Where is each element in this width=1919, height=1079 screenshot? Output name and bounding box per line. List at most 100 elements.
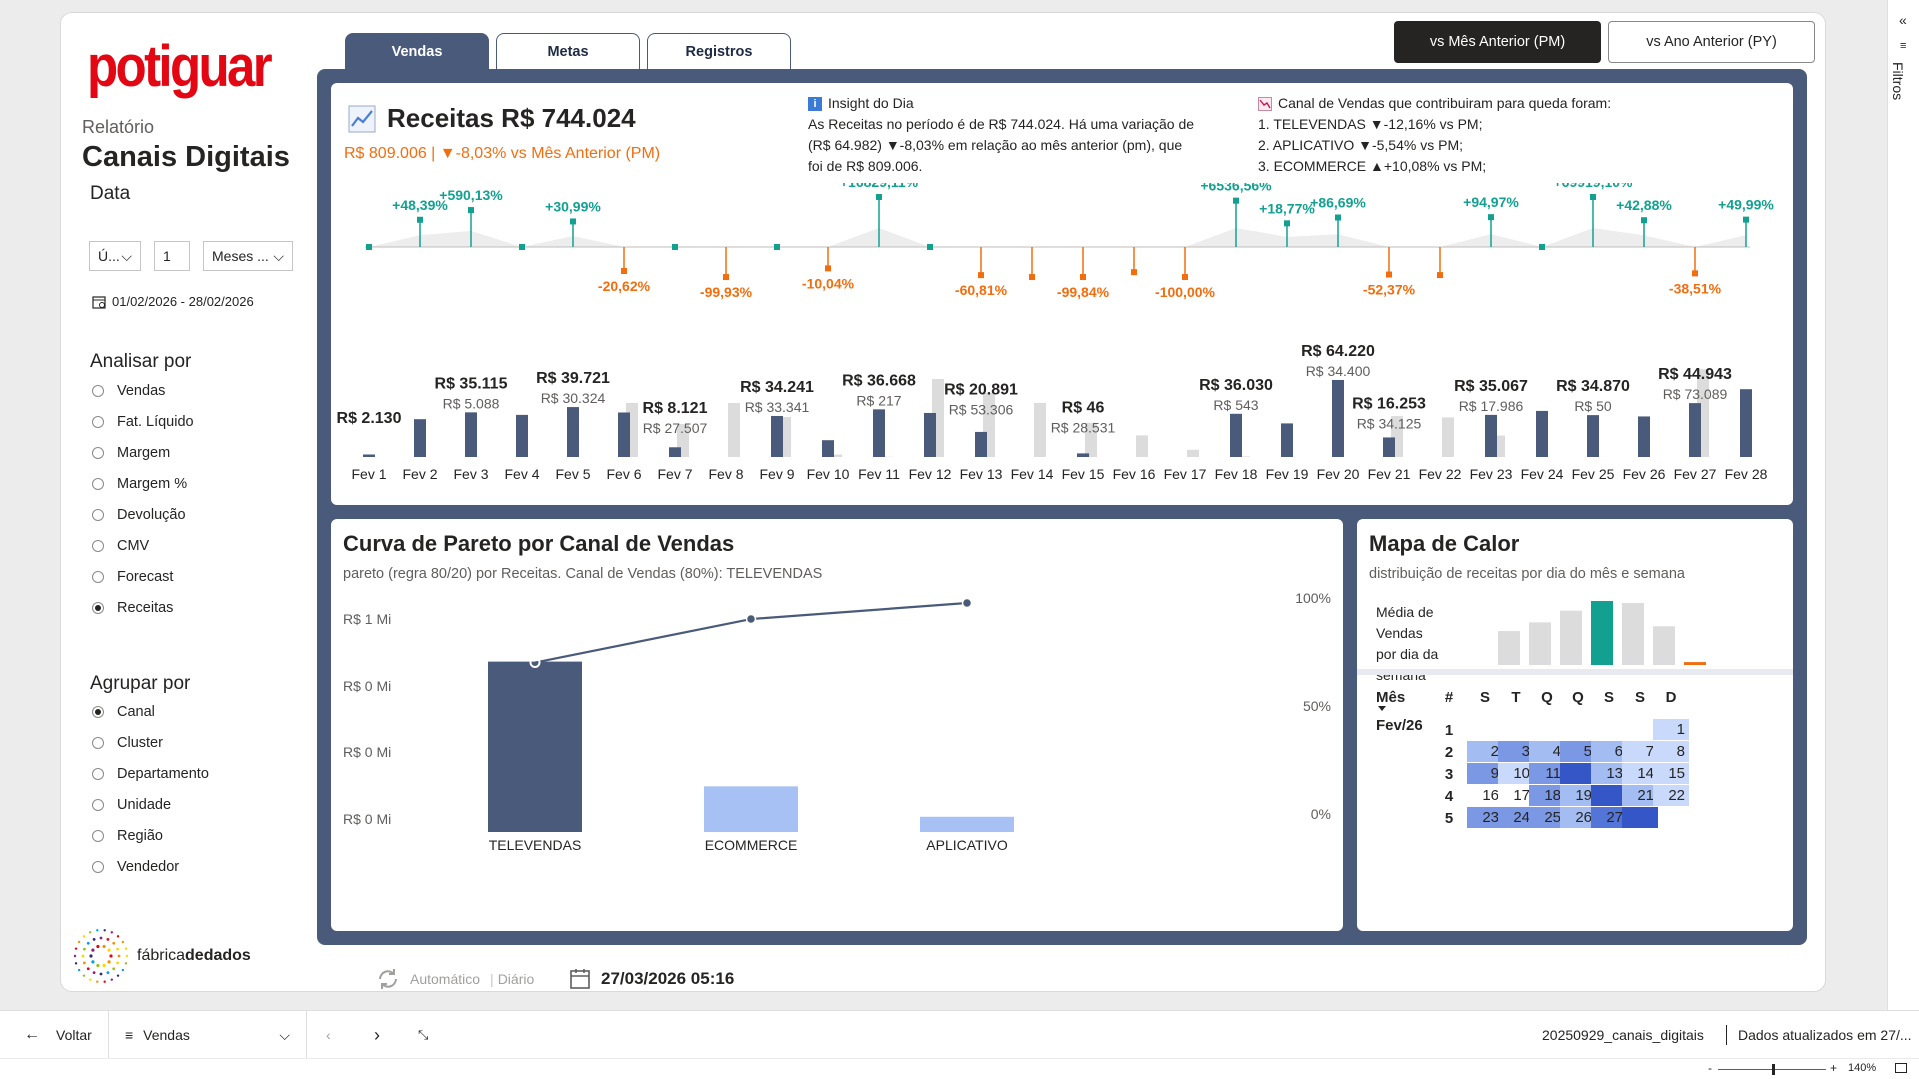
heatmap-cell[interactable]: 8 bbox=[1653, 741, 1689, 762]
fit-page-icon[interactable] bbox=[1895, 1063, 1907, 1073]
pareto-card: Curva de Pareto por Canal de Vendas pare… bbox=[331, 519, 1343, 931]
collapse-icon[interactable]: « bbox=[1899, 12, 1907, 28]
current-value-label: R$ 46 bbox=[1062, 399, 1105, 416]
heatmap-cell[interactable]: 24 bbox=[1498, 807, 1534, 828]
analyze-option[interactable]: Devolução bbox=[92, 507, 186, 523]
radio-button[interactable] bbox=[92, 799, 104, 811]
brand-dot bbox=[103, 929, 106, 932]
prev-page-button[interactable]: ‹ bbox=[326, 1011, 331, 1059]
report-label: Relatório bbox=[82, 117, 155, 137]
radio-button[interactable] bbox=[92, 706, 104, 718]
analyze-option[interactable]: Margem bbox=[92, 445, 170, 461]
heatmap-cell[interactable]: 11 bbox=[1529, 763, 1565, 784]
heatmap-cell[interactable]: 19 bbox=[1560, 785, 1596, 806]
refresh-icon[interactable] bbox=[376, 967, 400, 991]
radio-button[interactable] bbox=[92, 509, 104, 521]
date-n-value: 1 bbox=[163, 248, 171, 264]
heatmap-cell[interactable]: 16 bbox=[1467, 785, 1503, 806]
zoom-plus[interactable]: + bbox=[1830, 1061, 1838, 1075]
previous-value-label: R$ 17.986 bbox=[1459, 398, 1524, 414]
tab-vendas[interactable]: Vendas bbox=[345, 33, 489, 70]
variance-marker bbox=[723, 274, 729, 281]
day-tick-label: Fev 27 bbox=[1674, 466, 1717, 482]
date-unit-dropdown[interactable]: Meses ... ⌵ bbox=[203, 241, 293, 271]
date-mode-dropdown[interactable]: Ú... ⌵ bbox=[89, 241, 141, 271]
brand-dot bbox=[116, 961, 120, 965]
chevron-down-icon: ⌵ bbox=[279, 1026, 290, 1043]
heatmap-cell[interactable]: 2 bbox=[1467, 741, 1503, 762]
heatmap-cell[interactable]: 3 bbox=[1498, 741, 1534, 762]
brand-dot bbox=[77, 968, 81, 972]
heatmap-cell[interactable]: 6 bbox=[1591, 741, 1627, 762]
radio-button[interactable] bbox=[92, 478, 104, 490]
pareto-y2-tick: 0% bbox=[1311, 806, 1331, 822]
brand-dot bbox=[88, 978, 92, 981]
radio-button[interactable] bbox=[92, 416, 104, 428]
heatmap-cell[interactable]: 5 bbox=[1560, 741, 1596, 762]
analyze-title: Analisar por bbox=[90, 351, 192, 372]
current-bar bbox=[1230, 413, 1242, 457]
variance-label: -20,62% bbox=[598, 278, 651, 294]
heatmap-cell[interactable]: 14 bbox=[1622, 763, 1658, 784]
heatmap-cell[interactable]: 18 bbox=[1529, 785, 1565, 806]
zoom-minus[interactable]: - bbox=[1708, 1061, 1712, 1075]
page-selector[interactable]: ≡ Vendas ⌵ bbox=[125, 1011, 290, 1059]
zoom-thumb[interactable] bbox=[1772, 1064, 1775, 1075]
back-button[interactable]: ← Voltar bbox=[24, 1011, 92, 1059]
group-option[interactable]: Vendedor bbox=[92, 859, 179, 875]
date-n-input[interactable]: 1 bbox=[154, 241, 190, 271]
tab-registros[interactable]: Registros bbox=[647, 33, 791, 70]
radio-button[interactable] bbox=[92, 861, 104, 873]
radio-button[interactable] bbox=[92, 768, 104, 780]
heatmap-cell[interactable]: 13 bbox=[1591, 763, 1627, 784]
group-option[interactable]: Unidade bbox=[92, 797, 171, 813]
analyze-option[interactable]: Margem % bbox=[92, 476, 187, 492]
group-option[interactable]: Cluster bbox=[92, 735, 163, 751]
radio-button[interactable] bbox=[92, 602, 104, 614]
group-option[interactable]: Departamento bbox=[92, 766, 209, 782]
filters-label[interactable]: Filtros bbox=[1890, 62, 1906, 101]
heatmap-cell[interactable]: 17 bbox=[1498, 785, 1534, 806]
compare-pm-button[interactable]: vs Mês Anterior (PM) bbox=[1394, 21, 1601, 63]
radio-button[interactable] bbox=[92, 447, 104, 459]
analyze-option[interactable]: Receitas bbox=[92, 600, 173, 616]
heatmap-weekday-header: Q bbox=[1541, 689, 1553, 706]
tab-metas[interactable]: Metas bbox=[496, 33, 640, 70]
brand-dot bbox=[91, 948, 95, 952]
compare-py-button[interactable]: vs Ano Anterior (PY) bbox=[1608, 21, 1815, 63]
radio-button[interactable] bbox=[92, 571, 104, 583]
radio-button[interactable] bbox=[92, 830, 104, 842]
heatmap-cell[interactable]: 12 bbox=[1560, 763, 1596, 784]
radio-button[interactable] bbox=[92, 737, 104, 749]
current-value-label: R$ 36.668 bbox=[842, 372, 916, 389]
next-page-button[interactable]: › bbox=[374, 1011, 380, 1059]
heatmap-cell[interactable]: 28 bbox=[1622, 807, 1658, 828]
heatmap-cell[interactable]: 27 bbox=[1591, 807, 1627, 828]
analyze-option[interactable]: Forecast bbox=[92, 569, 173, 585]
fullscreen-button[interactable]: ⤡ bbox=[418, 1011, 428, 1059]
chevron-down-icon: ⌵ bbox=[273, 247, 284, 264]
heatmap-cell[interactable]: 15 bbox=[1653, 763, 1689, 784]
heatmap-cell[interactable]: 20 bbox=[1591, 785, 1627, 806]
heatmap-cell[interactable]: 22 bbox=[1653, 785, 1689, 806]
group-option[interactable]: Canal bbox=[92, 704, 155, 720]
heatmap-cell[interactable]: 10 bbox=[1498, 763, 1534, 784]
analyze-option[interactable]: CMV bbox=[92, 538, 149, 554]
heatmap-cell[interactable]: 26 bbox=[1560, 807, 1596, 828]
heatmap-cell[interactable]: 7 bbox=[1622, 741, 1658, 762]
heatmap-cell[interactable]: 1 bbox=[1653, 719, 1689, 740]
heatmap-cell[interactable]: 4 bbox=[1529, 741, 1565, 762]
heatmap-cell[interactable]: 23 bbox=[1467, 807, 1503, 828]
heatmap-cell[interactable]: 9 bbox=[1467, 763, 1503, 784]
radio-button[interactable] bbox=[92, 540, 104, 552]
variance-marker bbox=[1386, 271, 1392, 278]
group-option[interactable]: Região bbox=[92, 828, 163, 844]
variance-label: +42,88% bbox=[1616, 197, 1672, 213]
last-update: 27/03/2026 05:16 bbox=[569, 968, 734, 990]
analyze-option[interactable]: Vendas bbox=[92, 383, 165, 399]
radio-button[interactable] bbox=[92, 385, 104, 397]
heatmap-cell[interactable]: 25 bbox=[1529, 807, 1565, 828]
filters-pane[interactable]: « ≡ Filtros bbox=[1887, 0, 1919, 1010]
analyze-option[interactable]: Fat. Líquido bbox=[92, 414, 194, 430]
heatmap-cell[interactable]: 21 bbox=[1622, 785, 1658, 806]
